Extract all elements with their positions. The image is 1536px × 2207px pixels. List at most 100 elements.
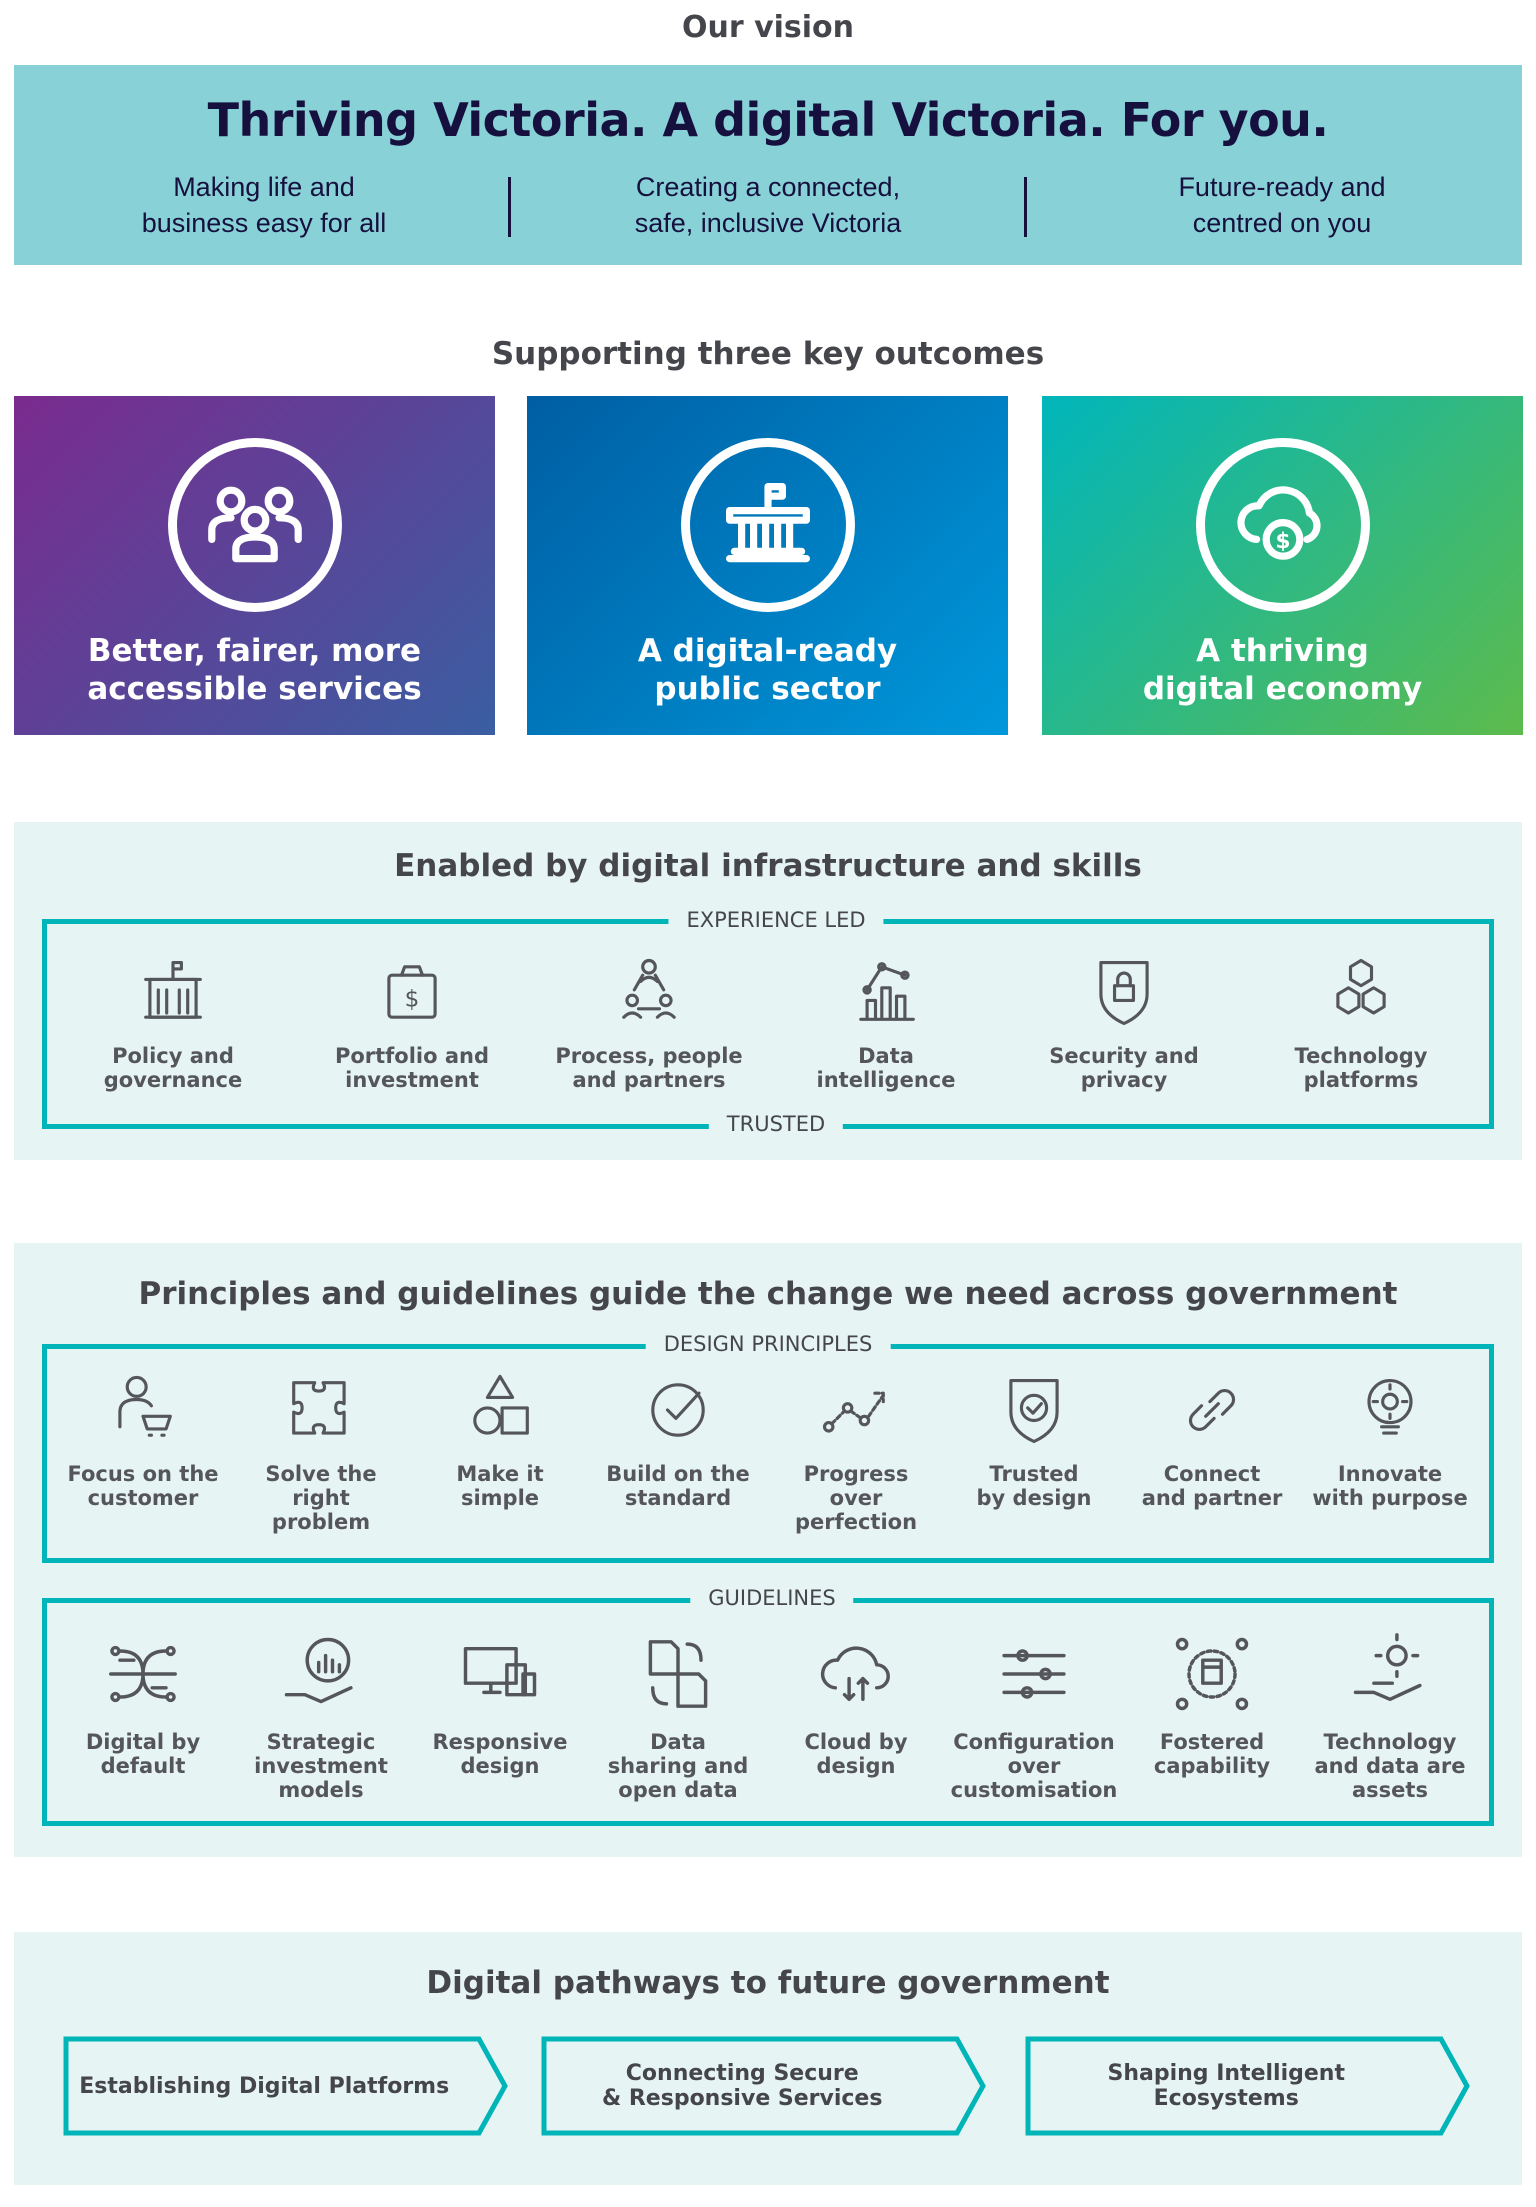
hand-chart-icon — [284, 1637, 353, 1704]
design-item: Innovate with purpose — [1290, 1368, 1490, 1510]
trusted-label: TRUSTED — [708, 1112, 844, 1136]
pathways-heading: Digital pathways to future government — [426, 1965, 1110, 2001]
item-label: Process, people and partners — [555, 1044, 743, 1092]
design-principles-label: DESIGN PRINCIPLES — [645, 1332, 891, 1356]
shield-lock-icon — [1099, 961, 1149, 1026]
divider — [1024, 177, 1027, 237]
devices-icon — [463, 1646, 537, 1697]
infrastructure-section — [14, 822, 1522, 1160]
item-label: Portfolio and investment — [334, 1044, 490, 1092]
item-label: Build on the standard — [606, 1462, 750, 1510]
money-bag-icon: $ — [387, 965, 437, 1019]
pathway-label: Establishing Digital Platforms — [79, 2073, 450, 2099]
guidelines-item: Responsive design — [400, 1628, 600, 1778]
chevron-arrow-shape — [1025, 2036, 1470, 2136]
pathway-step: Establishing Digital Platforms — [63, 2036, 509, 2136]
government-building-icon — [725, 483, 810, 563]
circuit-icon — [109, 1645, 177, 1703]
guidelines-item: Data sharing and open data — [578, 1628, 778, 1802]
link-icon — [1188, 1389, 1236, 1431]
item-label: Policy and governance — [103, 1044, 243, 1092]
item-label: Progress over perfection — [794, 1462, 918, 1534]
items-item: Process, people and partners — [549, 950, 749, 1092]
guidelines-item: Digital by default — [43, 1628, 243, 1778]
outcomes-heading: Supporting three key outcomes — [491, 336, 1045, 372]
outcome-icon-circle — [680, 438, 855, 612]
people-network-icon — [622, 958, 676, 1019]
outcome-card: Better, fairer, more accessible services — [14, 396, 495, 735]
vision-title: Thriving Victoria. A digital Victoria. F… — [207, 93, 1329, 147]
design-item: Trusted by design — [934, 1368, 1134, 1510]
item-label: Solve the right problem — [265, 1462, 377, 1534]
items-item: $ Portfolio and investment — [312, 950, 512, 1092]
bar-chart-icon — [859, 962, 915, 1021]
vision-pillar: Future-ready and centred on you — [1178, 172, 1386, 238]
vision-pillar: Creating a connected, safe, inclusive Vi… — [634, 172, 902, 238]
shield-check-icon — [1009, 1379, 1059, 1444]
vision-pillar: Making life and business easy for all — [141, 172, 387, 238]
items-item: Technology platforms — [1261, 950, 1461, 1092]
item-label: Responsive design — [432, 1730, 568, 1778]
chevron-arrow-shape — [541, 2036, 986, 2136]
guidelines-item: Fostered capability — [1112, 1628, 1312, 1778]
svg-text:$: $ — [405, 987, 420, 1013]
item-label: Connect and partner — [1141, 1462, 1283, 1510]
guidelines-item: Strategic investment models — [221, 1628, 421, 1802]
guidelines-label: GUIDELINES — [690, 1586, 854, 1610]
outcome-label: Better, fairer, more accessible services — [87, 633, 422, 707]
pathway-label: Shaping Intelligent Ecosystems — [1107, 2061, 1345, 2111]
vision-heading: Our vision — [681, 10, 855, 45]
principles-heading: Principles and guidelines guide the chan… — [138, 1276, 1398, 1312]
outcome-label: A thriving digital economy — [1142, 633, 1423, 707]
infrastructure-heading: Enabled by digital infrastructure and sk… — [394, 848, 1142, 884]
cloud-sync-icon — [820, 1646, 890, 1702]
trend-arrow-icon — [822, 1391, 885, 1433]
outcome-label: A digital-ready public sector — [637, 633, 898, 707]
items-item: Security and privacy — [1024, 950, 1224, 1092]
design-item: Solve the right problem — [221, 1368, 421, 1534]
cubes-icon — [1336, 958, 1386, 1015]
item-label: Make it simple — [456, 1462, 544, 1510]
hand-gear-icon — [1353, 1633, 1422, 1702]
item-label: Strategic investment models — [254, 1730, 388, 1802]
fist-network-icon — [1175, 1637, 1249, 1711]
item-label: Data sharing and open data — [607, 1730, 749, 1802]
customer-cart-icon — [118, 1375, 172, 1437]
guidelines-item: Configuration over customisation — [934, 1628, 1134, 1802]
item-label: Innovate with purpose — [1312, 1462, 1468, 1510]
sliders-icon — [1002, 1649, 1066, 1699]
chevron-arrow-shape — [63, 2036, 508, 2136]
pathway-label: Connecting Secure & Responsive Services — [602, 2061, 883, 2111]
design-item: Connect and partner — [1112, 1368, 1312, 1510]
check-circle-icon — [651, 1383, 705, 1437]
design-item: Progress over perfection — [756, 1368, 956, 1534]
item-label: Data intelligence — [816, 1044, 956, 1092]
item-label: Technology and data are assets — [1314, 1730, 1466, 1802]
design-item: Make it simple — [400, 1368, 600, 1510]
cloud-dollar-icon: $ — [1236, 486, 1321, 560]
design-item: Build on the standard — [578, 1368, 778, 1510]
guidelines-item: Cloud by design — [756, 1628, 956, 1778]
file-exchange-icon — [648, 1640, 708, 1708]
item-label: Digital by default — [85, 1730, 201, 1778]
item-label: Trusted by design — [976, 1462, 1092, 1510]
pathway-step: Shaping Intelligent Ecosystems — [1025, 2036, 1471, 2136]
outcome-card: A digital-ready public sector — [527, 396, 1008, 735]
svg-text:$: $ — [1275, 529, 1290, 554]
outcome-icon-circle: $ — [1195, 438, 1370, 612]
guidelines-item: Technology and data are assets — [1290, 1628, 1490, 1802]
puzzle-icon — [292, 1381, 346, 1435]
item-label: Configuration over customisation — [950, 1730, 1118, 1802]
divider — [508, 177, 511, 237]
outcome-card: $ A thriving digital economy — [1042, 396, 1523, 735]
item-label: Cloud by design — [804, 1730, 908, 1778]
items-item: Policy and governance — [73, 950, 273, 1092]
building-flag-icon — [144, 961, 202, 1019]
item-label: Fostered capability — [1153, 1730, 1271, 1778]
vision-banner: Thriving Victoria. A digital Victoria. F… — [14, 65, 1522, 265]
items-item: Data intelligence — [786, 950, 986, 1092]
item-label: Focus on the customer — [67, 1462, 219, 1510]
item-label: Technology platforms — [1294, 1044, 1428, 1092]
pathway-step: Connecting Secure & Responsive Services — [541, 2036, 987, 2136]
outcome-icon-circle — [167, 438, 342, 612]
